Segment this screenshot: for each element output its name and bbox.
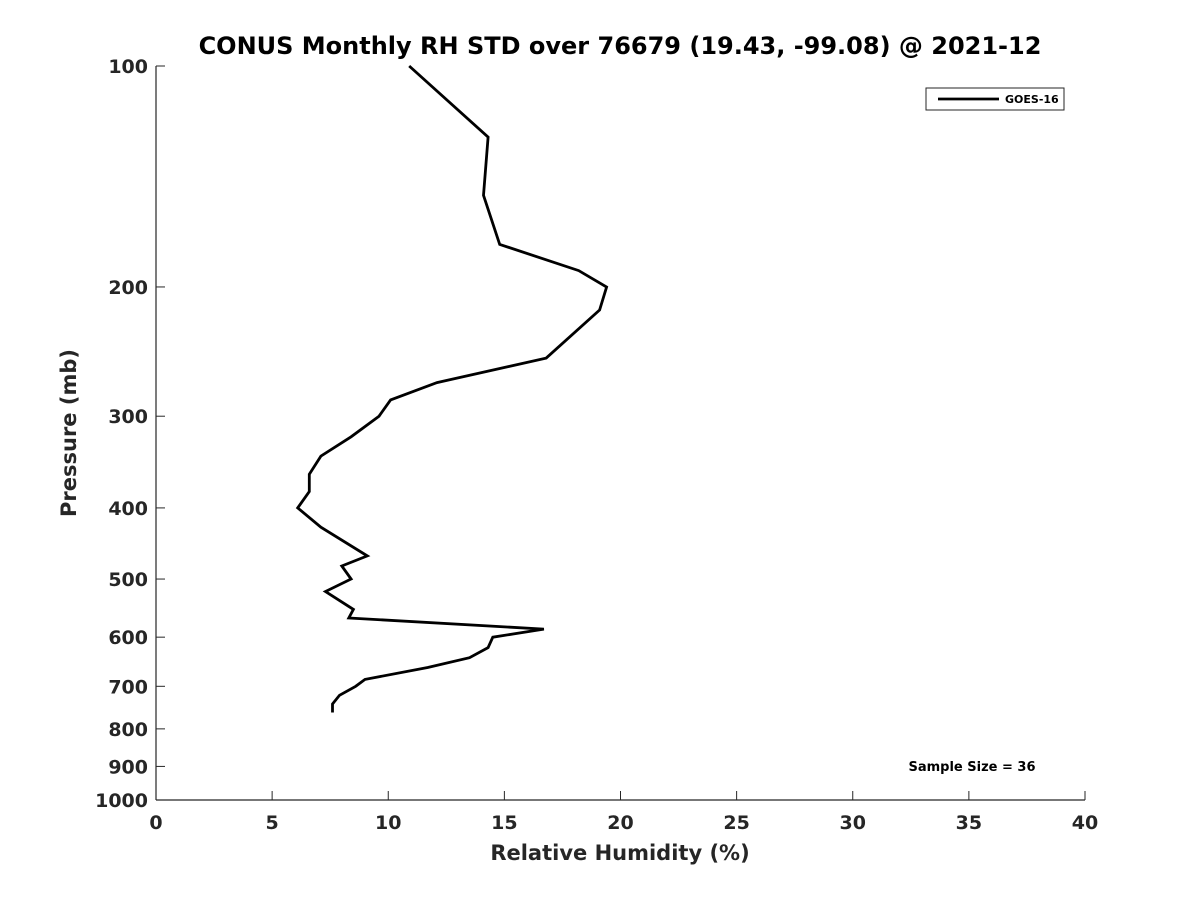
sample-size-annotation: Sample Size = 36 (908, 760, 1035, 775)
y-tick-label: 100 (108, 56, 148, 78)
y-tick-label: 300 (108, 406, 148, 428)
x-axis-label: Relative Humidity (%) (490, 841, 749, 865)
y-tick-label: 200 (108, 277, 148, 299)
series-layer (295, 64, 609, 713)
y-axis-ticks: 100 200 300 400 500 600 700 800 900 1000 (95, 56, 165, 812)
legend-label-goes-16: GOES-16 (1005, 93, 1059, 106)
x-tick-label: 35 (956, 812, 982, 834)
x-tick-label: 5 (266, 812, 279, 834)
chart-title: CONUS Monthly RH STD over 76679 (19.43, … (199, 32, 1042, 60)
y-tick-label: 900 (108, 756, 148, 778)
x-tick-label: 30 (840, 812, 866, 834)
x-tick-label: 10 (375, 812, 401, 834)
x-axis-ticks: 0 5 10 15 20 25 30 35 40 (149, 791, 1098, 834)
x-tick-label: 20 (607, 812, 633, 834)
y-tick-label: 600 (108, 627, 148, 649)
y-tick-label: 400 (108, 498, 148, 520)
x-tick-label: 40 (1072, 812, 1098, 834)
y-tick-label: 700 (108, 676, 148, 698)
y-tick-label: 800 (108, 719, 148, 741)
x-tick-label: 0 (149, 812, 162, 834)
y-axis-label: Pressure (mb) (57, 349, 81, 517)
y-tick-label: 1000 (95, 790, 148, 812)
y-tick-label: 500 (108, 569, 148, 591)
x-tick-label: 25 (723, 812, 749, 834)
legend: GOES-16 (925, 87, 1065, 111)
series-line-goes-16 (295, 64, 609, 713)
x-tick-label: 15 (491, 812, 517, 834)
